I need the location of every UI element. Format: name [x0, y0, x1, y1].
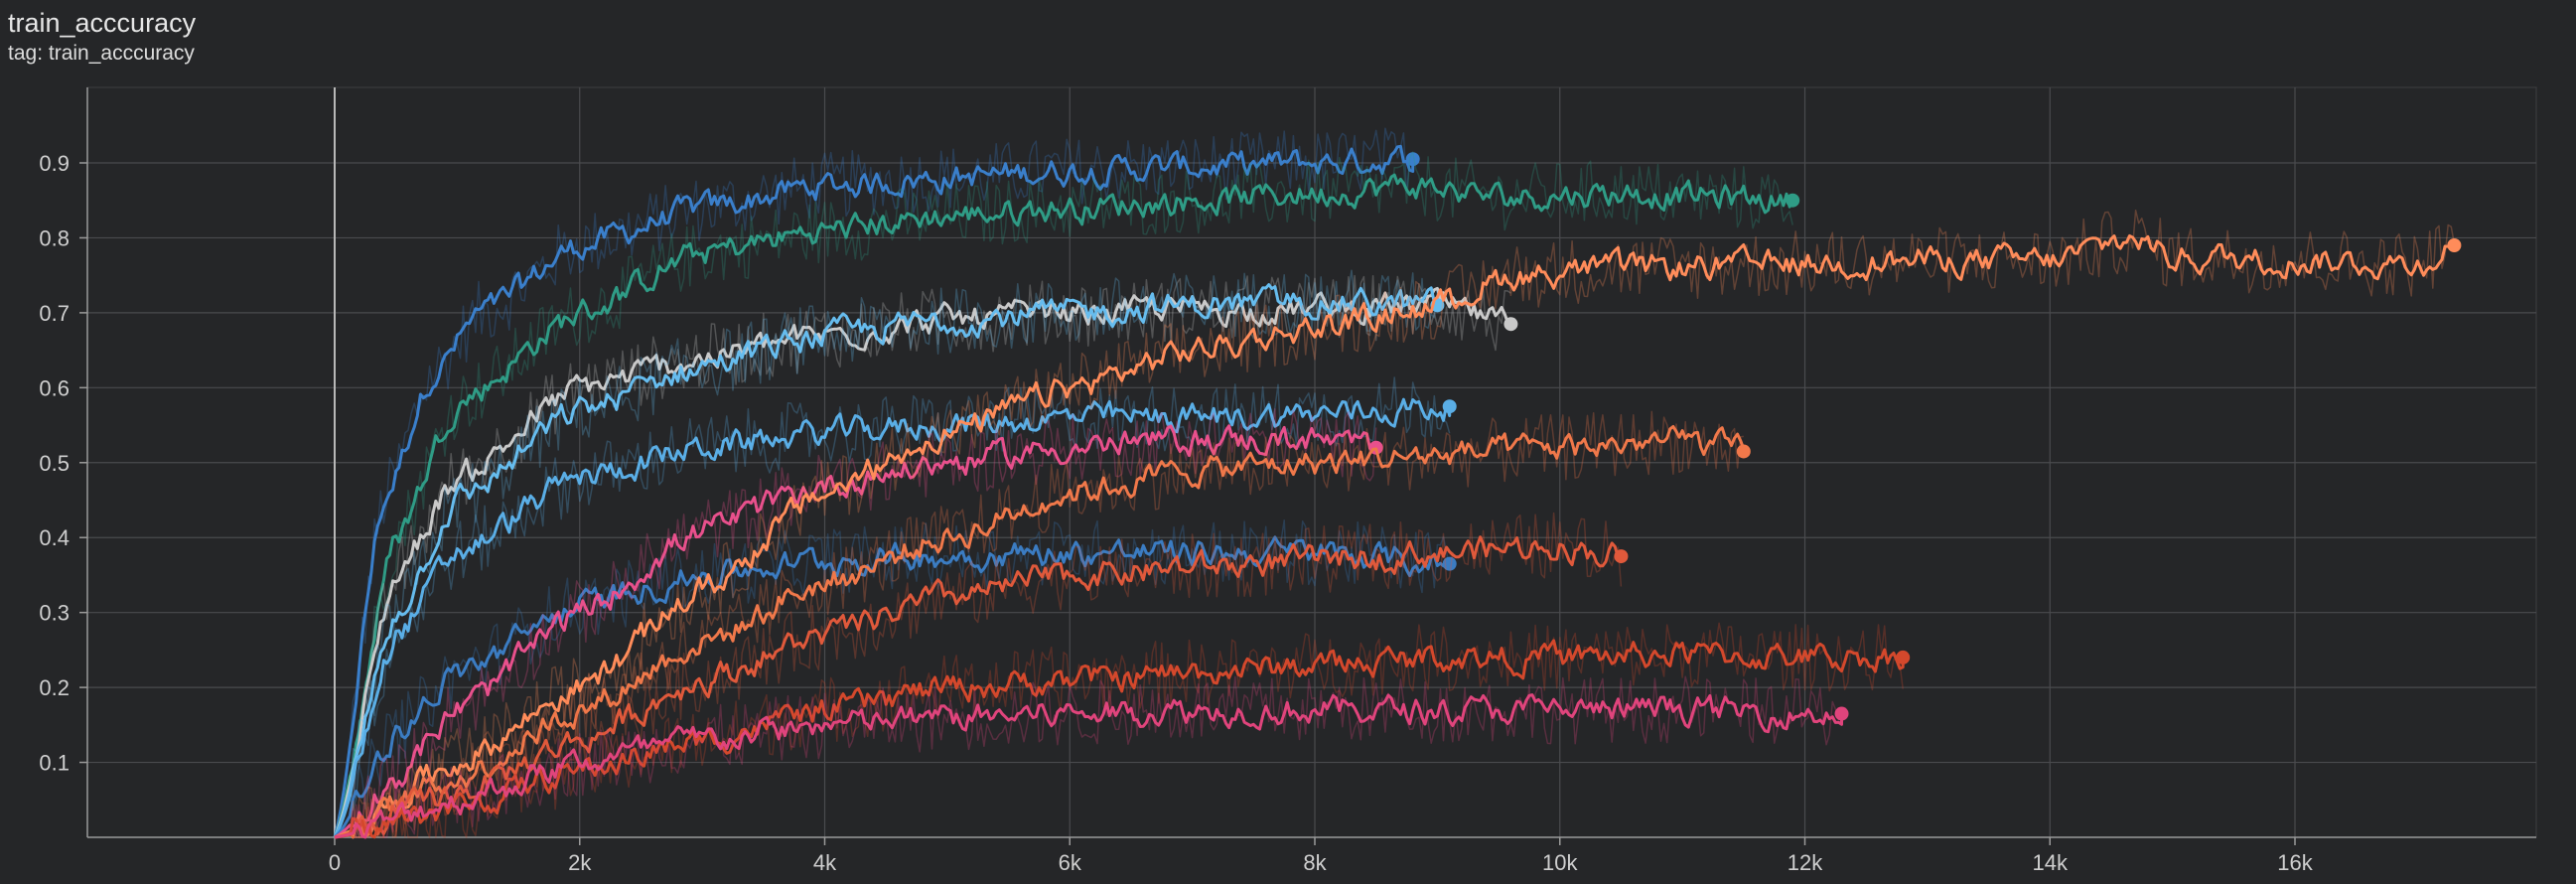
y-tick-label: 0.2 — [39, 675, 70, 700]
series-raw-line — [334, 519, 1451, 838]
y-tick-label: 0.6 — [39, 375, 70, 400]
chart-title: train_acccuracy — [8, 8, 197, 38]
series-raw-line — [334, 512, 1623, 838]
series-raw-line — [334, 274, 1511, 838]
series-line — [334, 639, 1905, 839]
y-tick-label: 0.3 — [39, 601, 70, 626]
series-raw-line — [334, 269, 1439, 838]
y-tick-label: 0.5 — [39, 451, 70, 476]
series-raw-line — [334, 127, 1414, 838]
series-line — [334, 535, 1623, 839]
x-tick-label: 12k — [1788, 850, 1823, 875]
chart-tag: tag: train_acccuracy — [8, 42, 195, 65]
y-tick-label: 0.9 — [39, 151, 70, 176]
series-end-point — [1834, 706, 1849, 721]
series-line — [333, 283, 1439, 838]
series-raw-line — [334, 408, 1377, 838]
series-line — [334, 693, 1843, 839]
x-tick-label: 4k — [813, 850, 837, 875]
x-tick-label: 14k — [2033, 850, 2069, 875]
series-end-point — [1503, 317, 1518, 332]
x-tick-label: 8k — [1303, 850, 1327, 875]
series-line — [334, 424, 1378, 839]
axes — [79, 87, 2536, 845]
tick-labels: 0.1 0.2 0.3 0.4 0.5 0.6 0.7 0.8 0.9 0 2k 4k 6k 8k 10k 1… — [39, 151, 2313, 875]
series-raw-line — [334, 410, 1744, 838]
series-raw-line — [334, 622, 1904, 838]
series-line — [333, 144, 1415, 838]
series-raw-line — [334, 209, 2456, 838]
x-tick-label: 10k — [1542, 850, 1578, 875]
series-line — [334, 425, 1746, 839]
series-end-point — [1405, 152, 1420, 167]
series-layer — [333, 127, 2462, 839]
x-tick-label: 0 — [329, 850, 341, 875]
series-line — [334, 234, 2456, 839]
series-line — [333, 535, 1452, 839]
series-end-point — [2447, 237, 2462, 252]
y-tick-label: 0.8 — [39, 225, 70, 250]
series-end-point — [1736, 444, 1751, 459]
series-end-point — [1442, 556, 1457, 571]
series-end-point — [1786, 193, 1800, 208]
series-raw-line — [334, 151, 1793, 838]
x-tick-label: 2k — [568, 850, 592, 875]
series-line — [333, 397, 1452, 838]
y-tick-label: 0.7 — [39, 301, 70, 326]
x-tick-label: 6k — [1059, 850, 1082, 875]
series-line — [333, 173, 1794, 838]
series-line — [333, 286, 1512, 838]
y-tick-label: 0.4 — [39, 525, 70, 550]
y-tick-label: 0.1 — [39, 751, 70, 776]
series-end-point — [1896, 650, 1911, 664]
x-tick-label: 16k — [2277, 850, 2313, 875]
series-end-point — [1442, 399, 1457, 414]
series-end-point — [1614, 549, 1629, 564]
